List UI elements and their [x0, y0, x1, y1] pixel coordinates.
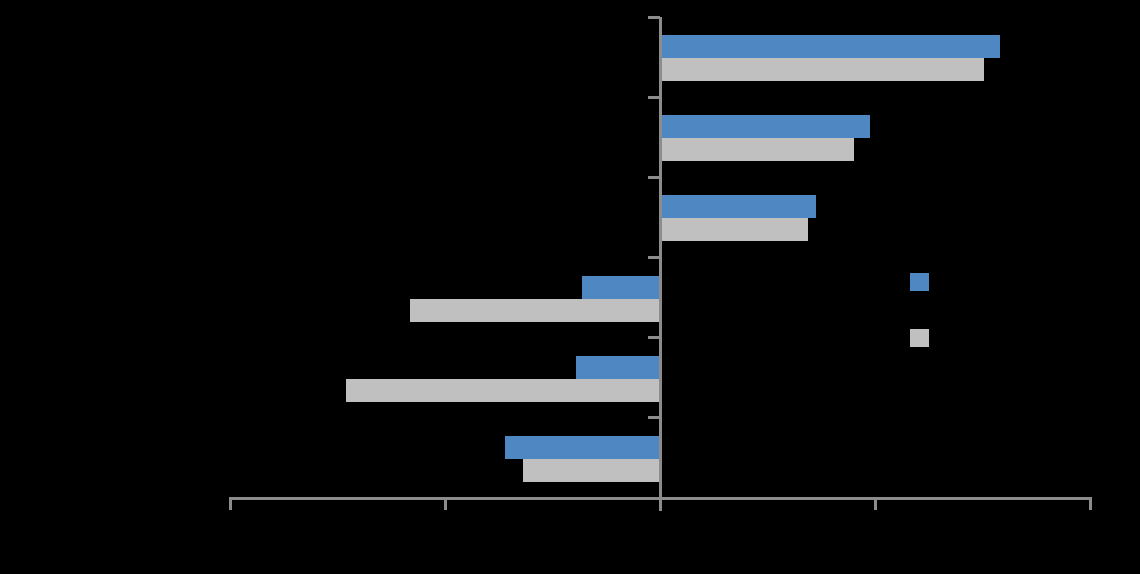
bar-category-2-series-2	[660, 138, 854, 162]
y-axis-line	[658, 17, 662, 511]
legend-swatch-series-2	[910, 329, 929, 347]
x-axis-tick-3	[658, 496, 662, 510]
x-axis-tick-2	[443, 496, 447, 510]
y-axis-tick-3	[648, 175, 660, 179]
y-axis-tick-1	[648, 15, 660, 19]
bar-category-3-series-1	[660, 195, 816, 219]
y-axis-tick-6	[648, 416, 660, 420]
bar-category-1-series-1	[660, 35, 1000, 58]
bar-category-6-series-1	[505, 435, 660, 459]
x-axis-tick-1	[228, 496, 232, 510]
bar-category-4-series-1	[581, 275, 660, 299]
x-axis-tick-4	[873, 496, 877, 510]
bar-category-2-series-1	[660, 115, 870, 139]
bar-category-4-series-2	[409, 298, 660, 322]
bar-category-3-series-2	[660, 218, 809, 242]
bar-category-1-series-2	[660, 58, 984, 81]
legend-swatch-series-1	[910, 273, 929, 291]
x-axis-tick-5	[1088, 496, 1092, 510]
bar-category-6-series-2	[523, 458, 660, 482]
y-axis-tick-4	[648, 256, 660, 259]
y-axis-tick-5	[648, 336, 660, 340]
bar-category-5-series-2	[346, 378, 660, 402]
y-axis-tick-2	[648, 95, 660, 99]
bar-category-5-series-1	[576, 355, 660, 379]
